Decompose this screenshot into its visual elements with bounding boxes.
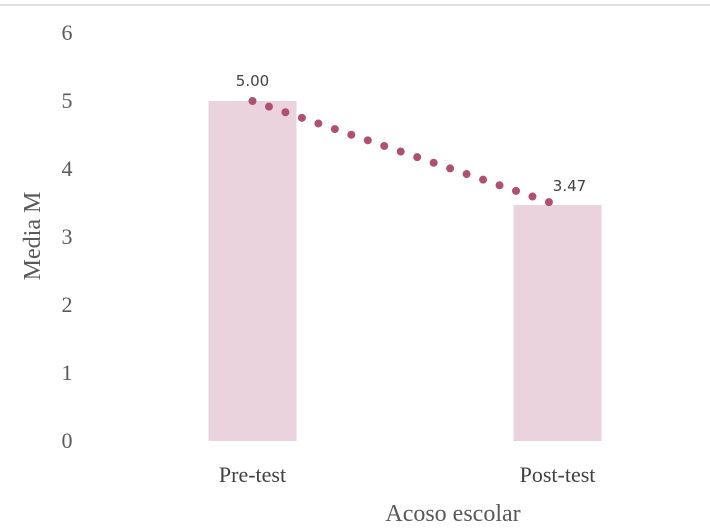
data-label: 5.00 <box>236 72 269 90</box>
y-tick-label: 4 <box>62 156 73 181</box>
y-tick-label: 6 <box>62 20 73 45</box>
x-tick-label: Post-test <box>520 462 596 487</box>
bar <box>513 205 602 441</box>
y-tick-label: 3 <box>62 224 73 249</box>
x-axis-title: Acoso escolar <box>385 501 520 527</box>
data-label: 3.47 <box>553 177 586 195</box>
y-tick-label: 0 <box>62 428 73 453</box>
x-tick-label: Pre-test <box>219 462 286 487</box>
y-tick-label: 2 <box>62 292 73 317</box>
bar <box>208 101 297 441</box>
y-tick-label: 1 <box>62 360 73 385</box>
y-tick-label: 5 <box>62 88 73 113</box>
trendline <box>248 97 562 210</box>
y-axis-title: Media M <box>20 192 46 281</box>
